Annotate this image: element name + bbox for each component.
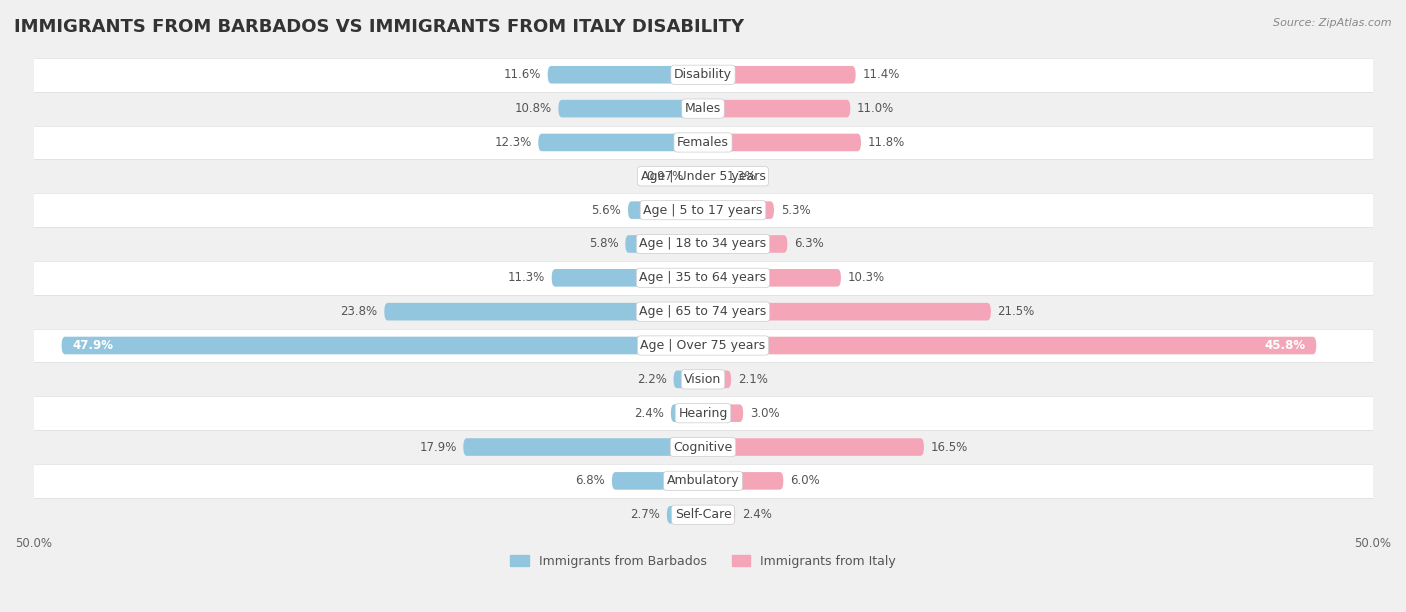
Text: Hearing: Hearing [678, 407, 728, 420]
Text: 2.7%: 2.7% [630, 508, 661, 521]
Text: 17.9%: 17.9% [419, 441, 457, 453]
Text: 11.6%: 11.6% [503, 69, 541, 81]
FancyBboxPatch shape [612, 472, 703, 490]
FancyBboxPatch shape [703, 168, 720, 185]
Text: Cognitive: Cognitive [673, 441, 733, 453]
Text: IMMIGRANTS FROM BARBADOS VS IMMIGRANTS FROM ITALY DISABILITY: IMMIGRANTS FROM BARBADOS VS IMMIGRANTS F… [14, 18, 744, 36]
FancyBboxPatch shape [703, 438, 924, 456]
Bar [34, 159, 1372, 193]
Text: 6.0%: 6.0% [790, 474, 820, 487]
Text: 11.0%: 11.0% [858, 102, 894, 115]
FancyBboxPatch shape [703, 133, 860, 151]
Text: 6.8%: 6.8% [575, 474, 605, 487]
Text: 2.2%: 2.2% [637, 373, 666, 386]
Text: Vision: Vision [685, 373, 721, 386]
FancyBboxPatch shape [558, 100, 703, 118]
Legend: Immigrants from Barbados, Immigrants from Italy: Immigrants from Barbados, Immigrants fro… [505, 550, 901, 573]
FancyBboxPatch shape [703, 337, 1316, 354]
Bar [34, 329, 1372, 362]
Bar [34, 125, 1372, 159]
Text: 10.8%: 10.8% [515, 102, 551, 115]
FancyBboxPatch shape [384, 303, 703, 321]
Text: Females: Females [678, 136, 728, 149]
FancyBboxPatch shape [464, 438, 703, 456]
Text: 1.3%: 1.3% [727, 170, 756, 183]
Text: 47.9%: 47.9% [72, 339, 114, 352]
Bar [34, 295, 1372, 329]
Text: 11.3%: 11.3% [508, 271, 546, 285]
FancyBboxPatch shape [703, 303, 991, 321]
FancyBboxPatch shape [626, 235, 703, 253]
Text: 6.3%: 6.3% [794, 237, 824, 250]
Text: Self-Care: Self-Care [675, 508, 731, 521]
FancyBboxPatch shape [551, 269, 703, 286]
Bar [34, 193, 1372, 227]
Text: 21.5%: 21.5% [998, 305, 1035, 318]
Text: 23.8%: 23.8% [340, 305, 378, 318]
Text: Age | 18 to 34 years: Age | 18 to 34 years [640, 237, 766, 250]
Text: Age | 35 to 64 years: Age | 35 to 64 years [640, 271, 766, 285]
Bar [34, 227, 1372, 261]
FancyBboxPatch shape [703, 472, 783, 490]
Text: 2.4%: 2.4% [634, 407, 664, 420]
FancyBboxPatch shape [703, 269, 841, 286]
Text: Age | Under 5 years: Age | Under 5 years [641, 170, 765, 183]
FancyBboxPatch shape [671, 405, 703, 422]
Text: 16.5%: 16.5% [931, 441, 967, 453]
Bar [34, 92, 1372, 125]
FancyBboxPatch shape [703, 235, 787, 253]
FancyBboxPatch shape [628, 201, 703, 219]
FancyBboxPatch shape [538, 133, 703, 151]
Bar [34, 498, 1372, 532]
Text: 10.3%: 10.3% [848, 271, 884, 285]
Bar [34, 464, 1372, 498]
Text: 11.8%: 11.8% [868, 136, 905, 149]
FancyBboxPatch shape [673, 370, 703, 388]
Text: 5.3%: 5.3% [780, 204, 810, 217]
FancyBboxPatch shape [703, 370, 731, 388]
Text: 2.4%: 2.4% [742, 508, 772, 521]
Text: 5.6%: 5.6% [592, 204, 621, 217]
Text: 11.4%: 11.4% [862, 69, 900, 81]
Text: Males: Males [685, 102, 721, 115]
FancyBboxPatch shape [666, 506, 703, 523]
Text: 3.0%: 3.0% [749, 407, 779, 420]
FancyBboxPatch shape [703, 100, 851, 118]
Text: 0.97%: 0.97% [647, 170, 683, 183]
Bar [34, 362, 1372, 397]
FancyBboxPatch shape [703, 506, 735, 523]
FancyBboxPatch shape [703, 201, 773, 219]
FancyBboxPatch shape [62, 337, 703, 354]
Text: Disability: Disability [673, 69, 733, 81]
FancyBboxPatch shape [690, 168, 703, 185]
Bar [34, 261, 1372, 295]
Text: 12.3%: 12.3% [495, 136, 531, 149]
Text: 2.1%: 2.1% [738, 373, 768, 386]
Text: Age | Over 75 years: Age | Over 75 years [641, 339, 765, 352]
Text: Ambulatory: Ambulatory [666, 474, 740, 487]
Text: Age | 65 to 74 years: Age | 65 to 74 years [640, 305, 766, 318]
Bar [34, 58, 1372, 92]
Text: Source: ZipAtlas.com: Source: ZipAtlas.com [1274, 18, 1392, 28]
Bar [34, 397, 1372, 430]
FancyBboxPatch shape [703, 405, 744, 422]
FancyBboxPatch shape [703, 66, 856, 84]
Text: 5.8%: 5.8% [589, 237, 619, 250]
Text: 45.8%: 45.8% [1264, 339, 1306, 352]
Bar [34, 430, 1372, 464]
Text: Age | 5 to 17 years: Age | 5 to 17 years [644, 204, 762, 217]
FancyBboxPatch shape [548, 66, 703, 84]
